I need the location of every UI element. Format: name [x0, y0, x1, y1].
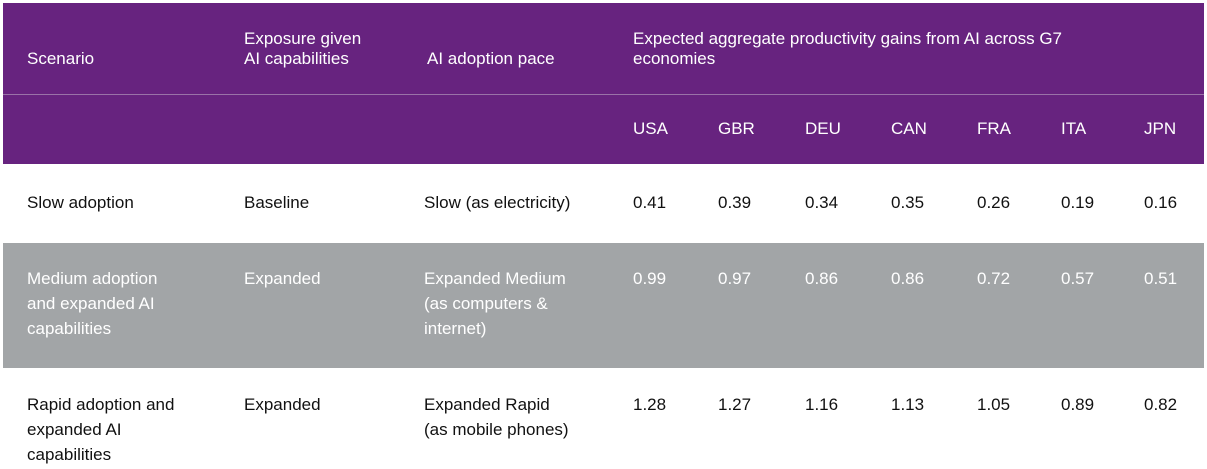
table-row-medium: [3, 243, 1204, 368]
cell-exposure: Expanded: [244, 269, 321, 288]
header-country-fra: FRA: [977, 119, 1011, 138]
header-gains-line1: Expected aggregate productivity gains fr…: [633, 29, 1063, 48]
cell-value-usa: 1.28: [633, 395, 667, 414]
cell-scenario: Slow adoption: [27, 193, 134, 212]
cell-scenario-line3: capabilities: [27, 445, 112, 464]
cell-scenario-line2: expanded AI: [27, 420, 122, 439]
header-scenario: Scenario: [27, 49, 95, 68]
cell-value-gbr: 0.97: [718, 269, 752, 288]
cell-value-jpn: 0.16: [1144, 193, 1178, 212]
cell-pace-line1: Expanded Rapid: [424, 395, 550, 414]
cell-value-fra: 1.05: [977, 395, 1011, 414]
header-country-ita: ITA: [1061, 119, 1087, 138]
cell-value-can: 0.86: [891, 269, 925, 288]
header-gains-line2: economies: [633, 49, 716, 68]
cell-scenario-line1: Rapid adoption and: [27, 395, 175, 414]
cell-pace-line1: Expanded Medium: [424, 269, 566, 288]
table-row-rapid: [3, 368, 1204, 469]
header-country-can: CAN: [891, 119, 927, 138]
header-pace: AI adoption pace: [427, 49, 555, 68]
cell-scenario-line3: capabilities: [27, 319, 112, 338]
cell-value-deu: 0.34: [805, 193, 839, 212]
header-exposure-line2: AI capabilities: [244, 49, 349, 68]
cell-exposure: Baseline: [244, 193, 310, 212]
cell-value-usa: 0.41: [633, 193, 667, 212]
header-country-jpn: JPN: [1144, 119, 1177, 138]
cell-value-jpn: 0.51: [1144, 269, 1178, 288]
cell-pace-line2: (as computers &: [424, 294, 548, 313]
cell-value-gbr: 1.27: [718, 395, 752, 414]
cell-value-fra: 0.26: [977, 193, 1011, 212]
cell-value-ita: 0.19: [1061, 193, 1095, 212]
cell-exposure: Expanded: [244, 395, 321, 414]
cell-scenario-line1: Medium adoption: [27, 269, 158, 288]
header-country-usa: USA: [633, 119, 668, 138]
header-row-top: [3, 3, 1204, 94]
cell-value-ita: 0.57: [1061, 269, 1095, 288]
header-divider: [3, 94, 1204, 95]
cell-value-deu: 0.86: [805, 269, 839, 288]
cell-value-deu: 1.16: [805, 395, 839, 414]
table-row-slow: [3, 164, 1204, 243]
cell-value-fra: 0.72: [977, 269, 1011, 288]
cell-scenario-line2: and expanded AI: [27, 294, 155, 313]
cell-pace-line2: (as mobile phones): [424, 420, 569, 439]
header-country-deu: DEU: [805, 119, 841, 138]
cell-value-jpn: 0.82: [1144, 395, 1178, 414]
cell-pace-line3: internet): [424, 319, 487, 338]
header-row-countries: [3, 95, 1204, 164]
cell-value-ita: 0.89: [1061, 395, 1095, 414]
cell-pace: Slow (as electricity): [424, 193, 571, 212]
cell-value-gbr: 0.39: [718, 193, 752, 212]
cell-value-can: 1.13: [891, 395, 925, 414]
header-exposure-line1: Exposure given: [244, 29, 362, 48]
cell-value-usa: 0.99: [633, 269, 667, 288]
header-country-gbr: GBR: [718, 119, 755, 138]
cell-value-can: 0.35: [891, 193, 925, 212]
